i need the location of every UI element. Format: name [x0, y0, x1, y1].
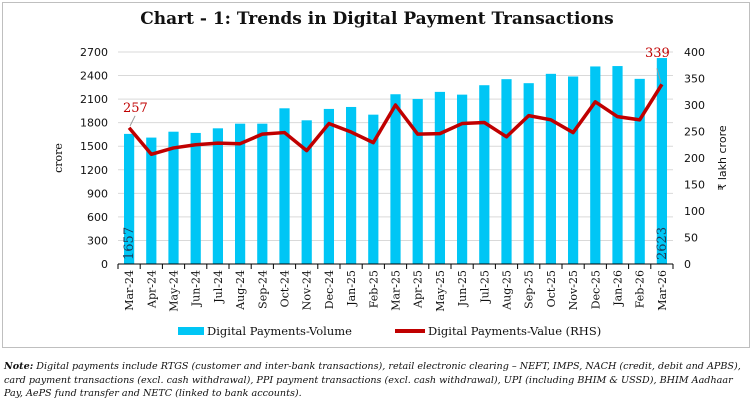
left-tick-label: 900: [87, 187, 108, 200]
volume-bar: [590, 66, 601, 264]
x-tick-label: Aug-24: [234, 270, 247, 311]
chart-title: Chart - 1: Trends in Digital Payment Tra…: [140, 9, 614, 29]
right-tick-label: 400: [684, 46, 705, 59]
left-axis-label: crore: [52, 143, 65, 173]
x-tick-label: Oct-24: [279, 270, 292, 307]
volume-bar: [190, 132, 201, 264]
chart-frame: [2, 2, 750, 348]
left-tick-label: 0: [101, 258, 108, 271]
x-tick-label: Sep-25: [523, 270, 536, 309]
x-tick-label: May-25: [434, 270, 447, 312]
label-leader: [656, 68, 662, 83]
left-tick-label: 1200: [80, 164, 108, 177]
x-tick-label: Mar-24: [123, 270, 136, 311]
legend-label-value: Digital Payments-Value (RHS): [428, 324, 601, 338]
value-data-label-first: 257: [123, 101, 148, 116]
volume-bar: [479, 85, 490, 264]
volume-data-label-first: 1657: [122, 227, 137, 260]
x-tick-label: Dec-25: [589, 270, 602, 309]
x-tick-label: Jul-24: [212, 270, 225, 304]
x-tick-label: Feb-26: [634, 270, 647, 308]
note-text: Digital payments include RTGS (customer …: [4, 361, 741, 399]
left-tick-label: 2100: [80, 93, 108, 106]
volume-bar: [257, 123, 268, 264]
x-tick-label: Jul-25: [478, 270, 491, 304]
left-tick-label: 2400: [80, 70, 108, 83]
volume-bar: [168, 131, 179, 264]
legend-swatch-volume: [178, 327, 204, 335]
right-tick-label: 250: [684, 126, 705, 139]
volume-bar: [612, 66, 623, 265]
right-tick-label: 150: [684, 179, 705, 192]
x-tick-label: Nov-24: [301, 270, 314, 310]
x-tick-label: Feb-25: [367, 270, 380, 308]
volume-bar: [523, 83, 534, 265]
x-tick-label: Mar-26: [656, 270, 669, 311]
x-tick-label: Jan-26: [612, 270, 625, 307]
volume-bar: [412, 98, 423, 264]
x-tick-label: Nov-25: [567, 270, 580, 310]
volume-bar: [146, 137, 157, 264]
volume-bar: [390, 94, 401, 264]
volume-bar: [545, 73, 557, 264]
right-axis-label: ₹ lakh crore: [716, 125, 729, 190]
label-leader: [129, 115, 136, 127]
right-tick-label: 350: [684, 73, 705, 86]
x-tick-label: Jun-24: [190, 270, 203, 307]
right-tick-label: 50: [684, 232, 698, 245]
volume-bar: [567, 76, 579, 265]
x-tick-label: Mar-25: [390, 270, 403, 311]
value-line: [127, 83, 664, 157]
volume-bar: [634, 78, 645, 264]
volume-bar: [434, 91, 446, 264]
volume-bar: [301, 120, 312, 264]
left-tick-label: 1800: [80, 117, 108, 130]
chart: 0 300 600 900 1200 1500 1800 2100 2400 2700 0 50 100…: [52, 46, 729, 338]
x-tick-label: Oct-25: [545, 270, 558, 307]
right-tick-label: 100: [684, 205, 705, 218]
left-tick-label: 600: [87, 211, 108, 224]
x-tick-label: May-24: [168, 270, 181, 312]
x-tick-label: Dec-24: [323, 270, 336, 309]
x-tick-label: Aug-25: [501, 270, 514, 311]
right-tick-label: 300: [684, 99, 705, 112]
volume-bar: [656, 58, 668, 264]
x-tick-label: Apr-24: [145, 270, 158, 309]
footnote: Note: Digital payments include RTGS (cus…: [4, 360, 752, 401]
volume-bar: [279, 108, 290, 264]
x-tick-label: Jan-25: [345, 270, 358, 307]
volume-bar: [501, 79, 512, 264]
x-tick-label: Sep-24: [256, 270, 269, 309]
volume-bar: [368, 114, 379, 264]
volume-bar: [345, 106, 357, 265]
volume-bar: [212, 128, 224, 264]
left-tick-label: 2700: [80, 46, 108, 59]
x-tick-label: Jun-25: [456, 270, 469, 307]
value-data-label-last: 339: [645, 46, 670, 61]
volume-bar: [123, 133, 135, 264]
volume-bar: [456, 94, 468, 264]
left-tick-label: 300: [87, 234, 108, 247]
note-label: Note:: [4, 361, 34, 372]
right-tick-label: 200: [684, 152, 705, 165]
right-tick-label: 0: [684, 258, 691, 271]
volume-bar: [323, 108, 335, 264]
volume-data-label-last: 2623: [655, 227, 670, 260]
volume-bar: [234, 123, 246, 264]
x-tick-label: Apr-25: [412, 270, 425, 309]
legend-label-volume: Digital Payments-Volume: [207, 324, 352, 338]
left-tick-label: 1500: [80, 140, 108, 153]
